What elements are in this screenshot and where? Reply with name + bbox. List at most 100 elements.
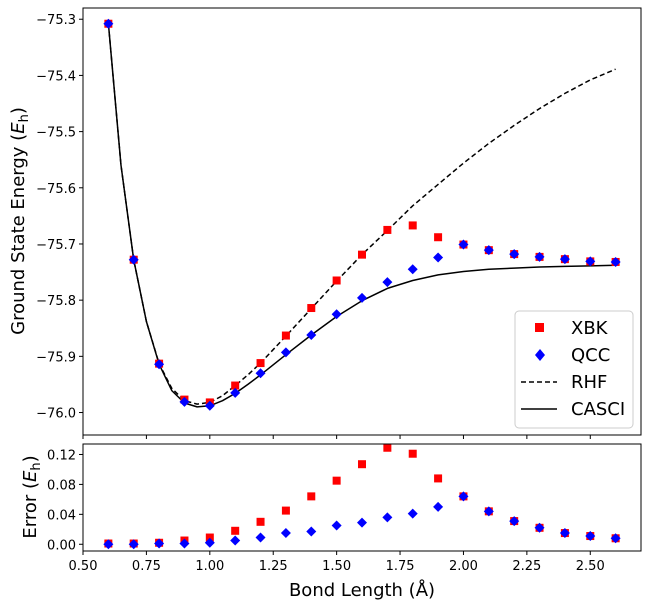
energy-plot-area bbox=[103, 18, 621, 411]
qcc-error-point bbox=[483, 506, 494, 517]
xbk-error-point bbox=[307, 492, 316, 501]
error-y-tick-label: 0.08 bbox=[47, 478, 76, 493]
qcc-energy-point bbox=[534, 251, 545, 262]
legend-frame bbox=[514, 310, 634, 429]
energy-y-tick-label: −75.8 bbox=[36, 294, 76, 309]
qcc-energy-point bbox=[483, 245, 494, 256]
qcc-error-point bbox=[610, 533, 621, 544]
qcc-energy-point bbox=[458, 239, 469, 250]
energy-panel: −76.0 −75.9 −75.8 −75.7 −75.6 −75.5 −75.4 −75.3… bbox=[8, 7, 642, 439]
xbk-error-point bbox=[383, 443, 392, 452]
qcc-energy-point bbox=[154, 359, 165, 370]
energy-y-tick-label: −75.5 bbox=[36, 126, 76, 141]
qcc-error-point bbox=[534, 522, 545, 533]
qcc-error-point bbox=[280, 528, 291, 539]
xbk-error-point bbox=[281, 506, 290, 515]
qcc-error-point bbox=[585, 531, 596, 542]
qcc-error-point bbox=[103, 539, 114, 550]
qcc-energy-point bbox=[128, 254, 139, 265]
error-x-tick-label: 2.25 bbox=[512, 559, 541, 574]
qcc-error-point bbox=[509, 516, 520, 527]
xbk-energy-point bbox=[256, 359, 265, 368]
qcc-error-point bbox=[128, 539, 139, 550]
error-x-ticks: 0.50 0.75 1.00 1.25 1.50 1.75 2.00 2.25 2.50 bbox=[69, 551, 605, 574]
error-axes-frame bbox=[82, 443, 642, 552]
legend-qcc-label: QCC bbox=[571, 345, 610, 366]
error-y-tick-label: 0.04 bbox=[47, 508, 76, 523]
qcc-error-point bbox=[230, 535, 241, 546]
error-x-tick-label: 2.50 bbox=[576, 559, 605, 574]
xbk-energy-point bbox=[281, 331, 290, 340]
energy-y-tick-label: −76.0 bbox=[36, 407, 76, 422]
xbk-error-point bbox=[408, 449, 417, 458]
qcc-energy-point bbox=[610, 256, 621, 267]
qcc-energy-point bbox=[433, 252, 444, 263]
xbk-energy-point bbox=[307, 304, 316, 313]
legend-rhf-label: RHF bbox=[571, 372, 607, 393]
error-y-ticks: 0.00 0.04 0.08 0.12 bbox=[47, 448, 83, 553]
xbk-energy-point bbox=[332, 276, 341, 285]
qcc-error-point bbox=[433, 501, 444, 512]
qcc-energy-point bbox=[230, 387, 241, 398]
x-axis-label: Bond Length (Å) bbox=[289, 579, 435, 601]
qcc-error-point bbox=[204, 537, 215, 548]
error-plot-area bbox=[103, 443, 621, 550]
qcc-energy-point bbox=[204, 400, 215, 411]
qcc-error-point bbox=[306, 526, 317, 537]
xbk-error-point bbox=[205, 533, 214, 542]
error-y-tick-label: 0.12 bbox=[47, 448, 76, 463]
qcc-error-point bbox=[331, 520, 342, 531]
qcc-error-point bbox=[255, 532, 266, 543]
qcc-energy-point bbox=[255, 368, 266, 379]
qcc-energy-point bbox=[382, 277, 393, 288]
error-x-tick-label: 0.75 bbox=[132, 559, 161, 574]
qcc-error-point bbox=[179, 538, 190, 549]
error-x-tick-label: 1.25 bbox=[259, 559, 288, 574]
legend-xbk-marker bbox=[535, 323, 544, 332]
xbk-energy-point bbox=[434, 233, 443, 242]
qcc-error-point bbox=[458, 491, 469, 502]
energy-y-ticks: −76.0 −75.9 −75.8 −75.7 −75.6 −75.5 −75.4 −75.3 bbox=[36, 13, 591, 439]
qcc-error-point bbox=[357, 517, 367, 528]
error-panel: 0.00 0.04 0.08 0.12 0.50 0.75 1.00 1.25 1.50 1.7… bbox=[20, 443, 642, 601]
energy-y-tick-label: −75.3 bbox=[36, 13, 76, 28]
qcc-energy-point bbox=[103, 18, 114, 29]
energy-y-tick-label: −75.9 bbox=[36, 350, 76, 365]
legend: XBK QCC RHF CASCI bbox=[514, 310, 634, 429]
qcc-energy-point bbox=[509, 249, 520, 260]
energy-y-axis-label: Ground State Energy (Eh) bbox=[8, 107, 32, 335]
xbk-error-point bbox=[256, 517, 265, 526]
qcc-error-point bbox=[559, 528, 570, 539]
xbk-error-point bbox=[332, 476, 341, 485]
qcc-energy-point bbox=[585, 256, 596, 267]
xbk-energy-point bbox=[231, 381, 240, 390]
error-x-tick-label: 2.00 bbox=[449, 559, 478, 574]
legend-xbk-label: XBK bbox=[571, 318, 609, 339]
legend-qcc-marker bbox=[535, 349, 545, 361]
qcc-energy-point bbox=[280, 347, 291, 358]
error-y-tick-label: 0.00 bbox=[47, 538, 76, 553]
qcc-error-point bbox=[382, 512, 393, 523]
energy-axes-frame bbox=[82, 7, 642, 436]
xbk-energy-point bbox=[383, 225, 392, 234]
qcc-energy-point bbox=[179, 396, 190, 407]
xbk-energy-point bbox=[358, 250, 366, 259]
xbk-energy-point bbox=[408, 221, 417, 230]
error-x-tick-label: 1.75 bbox=[386, 559, 415, 574]
qcc-error-point bbox=[154, 538, 165, 549]
qcc-energy-point bbox=[407, 264, 418, 275]
error-y-axis-label: Error (Eh) bbox=[20, 455, 44, 538]
qcc-energy-point bbox=[357, 292, 367, 303]
xbk-error-point bbox=[434, 474, 443, 483]
error-x-tick-label: 0.50 bbox=[69, 559, 98, 574]
energy-y-tick-label: −75.6 bbox=[36, 182, 76, 197]
legend-casci-label: CASCI bbox=[571, 399, 625, 420]
error-x-tick-label: 1.50 bbox=[322, 559, 351, 574]
energy-y-tick-label: −75.7 bbox=[36, 238, 76, 253]
xbk-error-point bbox=[358, 460, 366, 469]
xbk-error-point bbox=[231, 526, 240, 535]
qcc-energy-point bbox=[559, 254, 570, 265]
energy-y-tick-label: −75.4 bbox=[36, 69, 76, 84]
